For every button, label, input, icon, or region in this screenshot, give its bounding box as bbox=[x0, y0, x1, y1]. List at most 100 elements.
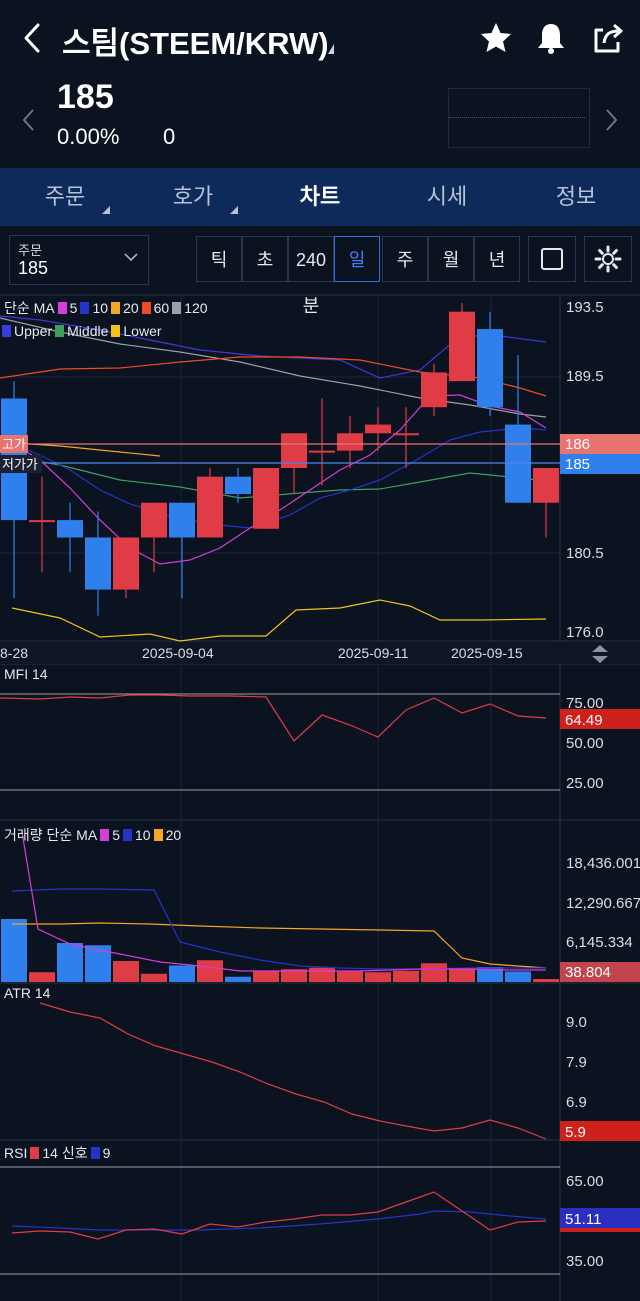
rsi-swatch bbox=[30, 1147, 40, 1159]
rsi-panel: 65.00 35.00 51.11 bbox=[0, 1166, 640, 1275]
star-icon[interactable] bbox=[478, 20, 514, 56]
x-tick-0915: 2025-09-15 bbox=[451, 645, 523, 661]
x-tick-0904: 2025-09-04 bbox=[142, 645, 214, 661]
order-select-label: 주문 bbox=[18, 243, 42, 258]
prev-market-icon[interactable] bbox=[20, 107, 38, 133]
tab-info[interactable]: 정보 bbox=[533, 168, 619, 226]
rsi-legend-title: RSI bbox=[4, 1145, 28, 1161]
ma20-label: 20 bbox=[123, 300, 139, 316]
bb-legend[interactable]: Upper Middle Lower bbox=[2, 323, 162, 339]
tab-order-label: 주문 bbox=[44, 184, 86, 209]
title-dropdown-icon[interactable] bbox=[328, 44, 334, 54]
x-tick-0828: 8-28 bbox=[0, 645, 28, 661]
candle-body[interactable] bbox=[113, 537, 139, 590]
mfi-tick-75: 75.00 bbox=[566, 695, 604, 712]
volume-bar bbox=[197, 960, 223, 982]
vol-tick-1: 18,436.001 bbox=[566, 855, 640, 872]
rsi-line bbox=[11, 1191, 547, 1240]
candle-body[interactable] bbox=[225, 476, 251, 495]
ma-5-line bbox=[9, 394, 547, 565]
candle-body[interactable] bbox=[85, 537, 111, 590]
atr-legend[interactable]: ATR 14 bbox=[4, 985, 50, 1001]
volume-bar bbox=[337, 970, 363, 982]
period-year-button[interactable]: 년 bbox=[474, 236, 520, 282]
period-tick-button[interactable]: 틱 bbox=[196, 236, 242, 282]
ma20-swatch bbox=[111, 302, 121, 314]
square-icon bbox=[541, 248, 563, 270]
volume-bar bbox=[29, 972, 55, 982]
last-value: 185 bbox=[565, 456, 590, 473]
volume-bar bbox=[57, 943, 83, 982]
period-day-button[interactable]: 일 bbox=[334, 236, 380, 282]
period-week-button[interactable]: 주 bbox=[382, 236, 428, 282]
mfi-legend[interactable]: MFI 14 bbox=[4, 666, 48, 682]
vol-ma20-label: 20 bbox=[165, 827, 182, 843]
volume-bar bbox=[505, 971, 531, 982]
volume-bar bbox=[449, 969, 475, 982]
tab-orderbook[interactable]: 호가 bbox=[150, 168, 238, 226]
market-title[interactable]: 스팀(STEEM/KRW) bbox=[62, 26, 329, 61]
settings-button[interactable] bbox=[584, 236, 632, 282]
bell-icon[interactable] bbox=[533, 20, 569, 56]
candle-body[interactable] bbox=[253, 468, 279, 529]
low-tag bbox=[0, 455, 42, 473]
bb-upper-label: Upper bbox=[14, 323, 53, 339]
bb-lower-label: Lower bbox=[123, 323, 162, 339]
back-arrow-icon[interactable] bbox=[18, 20, 48, 56]
low-tag-label: 저가가 bbox=[2, 457, 38, 472]
period-month-button[interactable]: 월 bbox=[428, 236, 474, 282]
mini-chart[interactable] bbox=[448, 88, 590, 148]
volume-legend[interactable]: 거래량 단순 MA 5 10 20 bbox=[4, 825, 181, 845]
rsi-signal-title: 신호 bbox=[61, 1145, 88, 1161]
candle-body[interactable] bbox=[393, 433, 419, 436]
tab-chart[interactable]: 차트 bbox=[277, 168, 363, 226]
bb-upper-swatch bbox=[2, 325, 11, 337]
rsi-legend[interactable]: RSI 14 신호 9 bbox=[4, 1143, 110, 1163]
candle-body[interactable] bbox=[365, 424, 391, 434]
tab-orderbook-label: 호가 bbox=[172, 184, 214, 209]
candle-body[interactable] bbox=[421, 372, 447, 408]
order-select[interactable]: 주문 185 bbox=[9, 235, 149, 285]
candle-body[interactable] bbox=[281, 433, 307, 468]
tab-chart-label: 차트 bbox=[299, 184, 341, 209]
candle-body[interactable] bbox=[29, 520, 55, 523]
mfi-line bbox=[0, 694, 547, 742]
resize-handle-icon[interactable] bbox=[592, 645, 608, 663]
ma5-label: 5 bbox=[69, 300, 78, 316]
candle-body[interactable] bbox=[197, 476, 223, 538]
candle-body[interactable] bbox=[505, 424, 531, 503]
volume-bar bbox=[421, 963, 447, 982]
period-second-button[interactable]: 초 bbox=[242, 236, 288, 282]
tab-order[interactable]: 주문 bbox=[22, 168, 110, 226]
candle-body[interactable] bbox=[533, 468, 559, 503]
atr-legend-label: ATR 14 bbox=[4, 985, 51, 1001]
candle-body[interactable] bbox=[337, 433, 363, 451]
gear-icon bbox=[594, 245, 622, 273]
ma60-label: 60 bbox=[153, 300, 170, 316]
layout-button[interactable] bbox=[528, 236, 576, 282]
candle-body[interactable] bbox=[141, 502, 167, 538]
share-icon[interactable] bbox=[590, 20, 626, 56]
candle-body[interactable] bbox=[449, 311, 475, 382]
volume-legend-title: 거래량 단순 MA bbox=[4, 827, 98, 843]
bb-lower-line bbox=[11, 599, 547, 642]
tab-info-label: 정보 bbox=[555, 184, 597, 209]
rsi-tick-65: 65.00 bbox=[566, 1173, 604, 1190]
candle-body[interactable] bbox=[169, 502, 195, 538]
tab-market[interactable]: 시세 bbox=[404, 168, 490, 226]
period-240min-button[interactable]: 240분 bbox=[288, 236, 334, 316]
candle-body[interactable] bbox=[309, 450, 335, 453]
vol-ma10-line bbox=[11, 888, 546, 970]
app-header bbox=[0, 0, 640, 78]
candle-body[interactable] bbox=[57, 520, 83, 538]
candlesticks[interactable] bbox=[1, 303, 559, 616]
next-market-icon[interactable] bbox=[602, 107, 620, 133]
vol-ma20-swatch bbox=[153, 829, 163, 841]
mfi-tick-50: 50.00 bbox=[566, 735, 604, 752]
volume-bar bbox=[477, 967, 503, 982]
mfi-legend-label: MFI 14 bbox=[4, 666, 48, 682]
chart-area[interactable]: 고가 저가가 186 185 193.5 189.5 180.5 176.0 8… bbox=[0, 294, 640, 1301]
candle-body[interactable] bbox=[477, 329, 503, 408]
ma-legend[interactable]: 단순 MA 5 10 20 60 120 bbox=[4, 298, 208, 318]
atr-line bbox=[39, 1002, 547, 1140]
